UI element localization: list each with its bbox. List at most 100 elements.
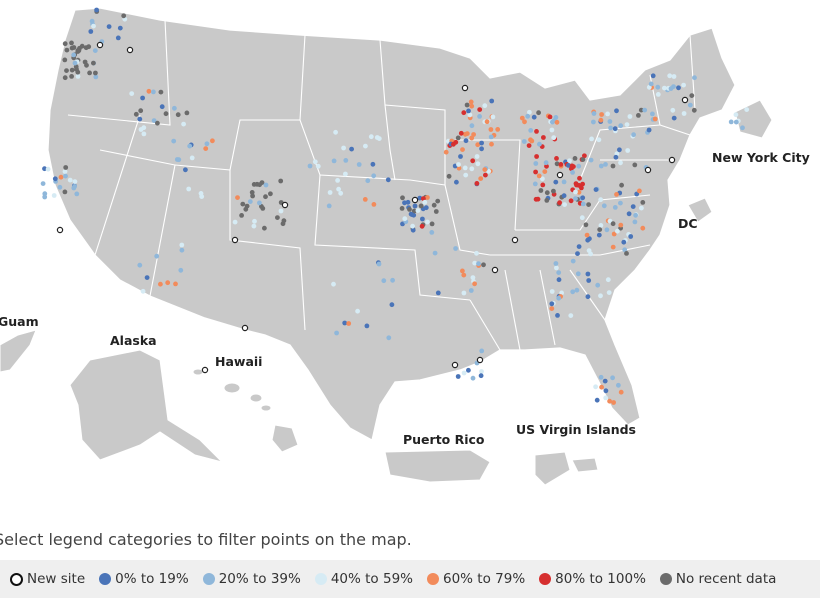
site-point[interactable] (599, 112, 604, 117)
site-point[interactable] (176, 157, 182, 163)
site-point[interactable] (389, 302, 395, 308)
site-point[interactable] (431, 202, 437, 208)
site-point[interactable] (62, 57, 68, 63)
site-point[interactable] (740, 125, 745, 131)
site-point[interactable] (251, 223, 257, 229)
site-point[interactable] (558, 162, 564, 167)
site-point[interactable] (687, 102, 693, 108)
new-site-point[interactable] (56, 226, 64, 234)
site-point[interactable] (419, 223, 425, 229)
site-point[interactable] (331, 158, 337, 164)
site-point[interactable] (667, 73, 673, 79)
site-point[interactable] (573, 196, 578, 202)
site-point[interactable] (458, 130, 464, 136)
site-point[interactable] (62, 41, 68, 47)
site-point[interactable] (588, 157, 594, 163)
site-point[interactable] (536, 173, 542, 179)
site-point[interactable] (203, 146, 209, 152)
site-point[interactable] (488, 127, 494, 132)
site-point[interactable] (75, 49, 81, 54)
site-point[interactable] (355, 308, 360, 314)
site-point[interactable] (570, 258, 576, 264)
site-point[interactable] (141, 131, 147, 137)
site-point[interactable] (477, 107, 483, 112)
site-point[interactable] (593, 384, 598, 390)
site-point[interactable] (474, 250, 479, 256)
site-point[interactable] (570, 289, 576, 295)
site-point[interactable] (410, 227, 416, 233)
site-point[interactable] (621, 239, 627, 245)
site-point[interactable] (575, 271, 581, 277)
site-point[interactable] (154, 253, 160, 259)
site-point[interactable] (57, 184, 63, 190)
site-point[interactable] (456, 165, 462, 171)
site-point[interactable] (364, 323, 370, 329)
site-point[interactable] (172, 105, 177, 111)
site-point[interactable] (158, 281, 163, 287)
site-point[interactable] (69, 67, 75, 73)
site-point[interactable] (470, 158, 476, 164)
site-point[interactable] (240, 201, 246, 207)
site-point[interactable] (533, 196, 539, 202)
site-point[interactable] (475, 161, 481, 167)
site-point[interactable] (468, 288, 474, 293)
site-point[interactable] (611, 231, 617, 237)
site-point[interactable] (463, 172, 469, 178)
site-point[interactable] (371, 202, 377, 207)
site-point[interactable] (275, 215, 280, 221)
site-point[interactable] (632, 219, 638, 225)
site-point[interactable] (467, 112, 473, 118)
site-point[interactable] (549, 127, 555, 133)
site-point[interactable] (612, 126, 618, 132)
site-point[interactable] (140, 95, 146, 101)
site-point[interactable] (250, 193, 256, 199)
site-point[interactable] (371, 173, 377, 179)
site-point[interactable] (42, 194, 48, 200)
site-point[interactable] (586, 202, 591, 208)
site-point[interactable] (187, 143, 193, 149)
site-point[interactable] (435, 198, 441, 204)
site-point[interactable] (610, 375, 615, 381)
site-point[interactable] (607, 119, 613, 124)
site-point[interactable] (519, 115, 525, 121)
site-point[interactable] (733, 119, 739, 125)
site-point[interactable] (155, 120, 160, 126)
site-point[interactable] (399, 206, 405, 211)
site-point[interactable] (432, 250, 438, 256)
site-point[interactable] (315, 163, 321, 169)
site-point[interactable] (62, 189, 68, 195)
site-point[interactable] (474, 154, 480, 159)
site-point[interactable] (429, 230, 435, 235)
site-point[interactable] (482, 103, 488, 109)
site-point[interactable] (618, 389, 624, 395)
site-point[interactable] (544, 198, 550, 203)
site-point[interactable] (533, 161, 539, 166)
site-point[interactable] (479, 146, 484, 152)
site-point[interactable] (249, 190, 255, 195)
site-point[interactable] (579, 185, 584, 191)
site-point[interactable] (472, 281, 477, 287)
site-point[interactable] (62, 75, 68, 81)
site-point[interactable] (573, 181, 579, 187)
site-point[interactable] (561, 179, 567, 185)
site-point[interactable] (63, 173, 68, 179)
site-point[interactable] (676, 85, 681, 91)
site-point[interactable] (622, 247, 628, 253)
site-point[interactable] (179, 242, 185, 248)
site-point[interactable] (554, 265, 559, 271)
site-point[interactable] (446, 173, 452, 179)
site-point[interactable] (648, 81, 654, 87)
site-point[interactable] (45, 166, 51, 172)
site-point[interactable] (341, 145, 346, 151)
site-point[interactable] (482, 167, 488, 173)
site-point[interactable] (624, 122, 630, 127)
site-point[interactable] (598, 293, 603, 299)
site-point[interactable] (117, 25, 123, 31)
site-point[interactable] (585, 271, 591, 277)
site-point[interactable] (327, 190, 333, 195)
site-point[interactable] (239, 213, 245, 218)
site-point[interactable] (549, 289, 555, 294)
site-point[interactable] (484, 119, 490, 125)
site-point[interactable] (257, 182, 262, 188)
site-point[interactable] (342, 320, 348, 326)
